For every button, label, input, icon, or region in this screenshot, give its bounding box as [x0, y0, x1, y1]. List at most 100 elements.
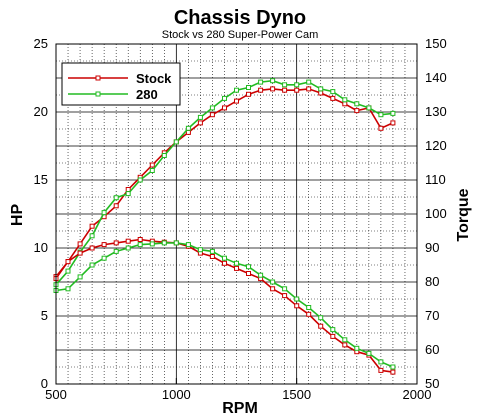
series-layer	[53, 78, 396, 375]
data-point	[366, 350, 372, 356]
y-left-tick-label: 20	[34, 104, 48, 119]
data-point	[330, 89, 336, 95]
data-point	[342, 101, 348, 107]
data-point	[113, 203, 119, 209]
data-point	[77, 274, 83, 280]
data-point	[209, 254, 215, 259]
data-point	[234, 98, 239, 104]
data-point	[222, 105, 227, 111]
data-point	[258, 79, 264, 85]
data-point	[318, 86, 324, 92]
data-point	[149, 162, 155, 168]
data-point	[390, 364, 396, 370]
data-point	[125, 245, 131, 251]
data-point	[258, 87, 264, 93]
series-280-hp	[53, 78, 396, 288]
data-point	[161, 240, 167, 246]
data-point	[246, 91, 251, 97]
data-point	[378, 359, 384, 365]
chart-subtitle: Stock vs 280 Super-Power Cam	[162, 29, 319, 41]
data-point	[318, 315, 324, 321]
data-point	[282, 293, 288, 299]
y-right-tick-label: 110	[425, 172, 446, 187]
legend-marker	[95, 75, 101, 81]
data-point	[282, 87, 288, 93]
y-right-tick-label: 140	[425, 70, 447, 85]
legend-entry-stock: Stock	[68, 71, 172, 86]
chart-title: Chassis Dyno	[174, 7, 306, 29]
data-point	[342, 342, 348, 348]
data-point	[306, 79, 312, 85]
data-point	[378, 367, 384, 373]
data-point	[77, 241, 83, 247]
data-point	[101, 242, 107, 248]
data-point	[234, 265, 239, 271]
data-point	[161, 153, 167, 158]
y-right-tick-label: 100	[425, 206, 447, 221]
data-point	[294, 87, 300, 93]
y-left-tick-label: 5	[41, 308, 48, 323]
data-point	[173, 139, 179, 145]
data-point	[101, 210, 107, 216]
data-point	[318, 90, 324, 96]
data-point	[77, 250, 83, 256]
data-point	[185, 242, 191, 248]
data-point	[101, 255, 107, 261]
series-280-torque	[53, 240, 396, 370]
data-point	[246, 271, 251, 276]
data-point	[65, 268, 71, 274]
data-point	[137, 177, 143, 183]
data-point	[354, 101, 360, 107]
data-point	[294, 296, 300, 302]
y-left-tick-label: 0	[41, 376, 48, 391]
data-point	[234, 260, 239, 266]
data-point	[173, 240, 179, 246]
data-point	[209, 112, 215, 118]
data-point	[330, 333, 336, 339]
data-point	[294, 303, 300, 309]
x-tick-label: 1500	[282, 387, 311, 402]
y-right-tick-label: 50	[425, 376, 439, 391]
x-tick-label: 500	[45, 387, 67, 402]
y-right-tick-label: 150	[425, 36, 447, 51]
data-point	[149, 241, 155, 247]
data-point	[378, 112, 384, 118]
legend-box	[61, 62, 181, 106]
y-right-tick-label: 120	[425, 138, 447, 153]
data-point	[294, 82, 300, 88]
data-point	[222, 95, 227, 101]
legend-entry-280: 280	[68, 87, 158, 102]
data-point	[270, 286, 276, 292]
data-point	[113, 248, 119, 254]
data-point	[113, 240, 119, 246]
data-point	[209, 105, 215, 111]
y-axis-left-title: HP	[9, 204, 26, 227]
data-point	[270, 78, 276, 84]
y-right-tick-label: 130	[425, 104, 447, 119]
tick-labels: 500 1000 1500 2000 0 5 10 15 20 25 50 60 70 80 90 100 11…	[34, 36, 447, 402]
data-point	[197, 247, 203, 253]
data-point	[89, 223, 95, 229]
data-point	[197, 120, 203, 126]
data-point	[89, 233, 95, 239]
plot-frame	[55, 43, 418, 385]
x-axis-title: RPM	[222, 400, 258, 417]
y-right-tick-label: 80	[425, 274, 439, 289]
data-point	[185, 125, 191, 131]
data-point	[342, 97, 348, 103]
data-point	[366, 105, 372, 111]
data-point	[390, 120, 396, 126]
data-point	[137, 237, 143, 242]
y-right-tick-label: 70	[425, 308, 439, 323]
y-left-tick-label: 10	[34, 240, 48, 255]
data-point	[342, 337, 348, 343]
data-point	[137, 242, 143, 248]
legend-label: Stock	[136, 71, 172, 86]
y-left-tick-label: 15	[34, 172, 48, 187]
data-point	[149, 168, 155, 173]
legend-marker	[95, 91, 101, 97]
x-tick-label: 1000	[162, 387, 191, 402]
data-point	[65, 286, 71, 292]
data-point	[113, 195, 119, 201]
